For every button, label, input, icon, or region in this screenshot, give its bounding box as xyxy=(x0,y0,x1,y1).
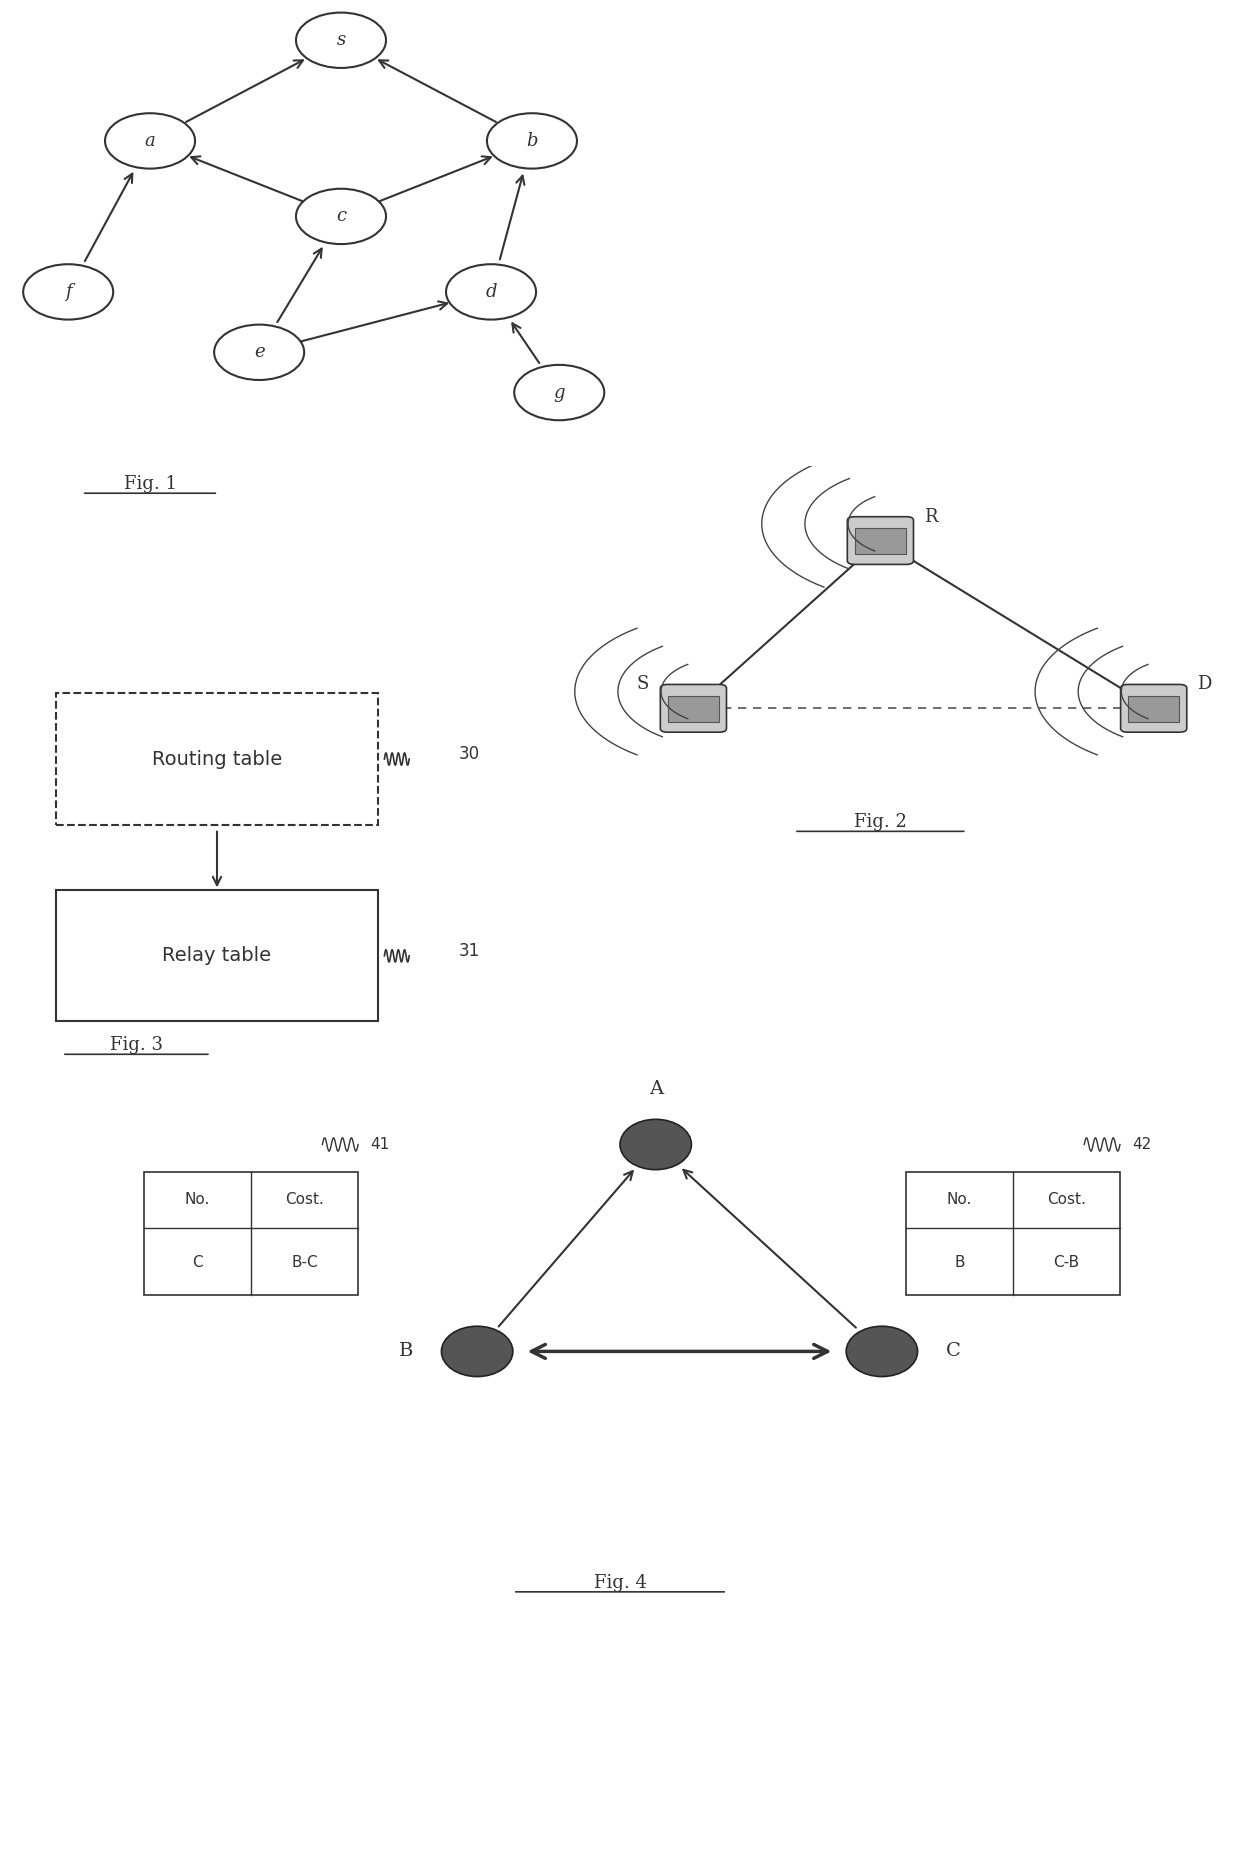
FancyBboxPatch shape xyxy=(905,1172,1120,1295)
Text: D: D xyxy=(1197,675,1211,693)
Text: Routing table: Routing table xyxy=(151,749,283,768)
Text: C-B: C-B xyxy=(1053,1254,1080,1269)
Text: s: s xyxy=(336,32,346,48)
Text: 30: 30 xyxy=(459,746,480,762)
FancyBboxPatch shape xyxy=(668,695,719,721)
Text: 42: 42 xyxy=(1132,1137,1151,1152)
Ellipse shape xyxy=(296,13,386,67)
Text: Fig. 3: Fig. 3 xyxy=(110,1036,162,1055)
Ellipse shape xyxy=(487,114,577,168)
Text: Relay table: Relay table xyxy=(162,947,272,966)
FancyBboxPatch shape xyxy=(1128,695,1179,721)
Text: R: R xyxy=(924,507,937,526)
FancyBboxPatch shape xyxy=(56,693,378,824)
Text: f: f xyxy=(64,283,72,300)
Text: No.: No. xyxy=(946,1191,972,1208)
Text: C: C xyxy=(946,1342,961,1361)
Ellipse shape xyxy=(215,324,304,380)
Text: B-C: B-C xyxy=(291,1254,317,1269)
Text: C: C xyxy=(192,1254,202,1269)
Ellipse shape xyxy=(441,1327,513,1376)
Text: No.: No. xyxy=(185,1191,210,1208)
Text: Fig. 4: Fig. 4 xyxy=(594,1573,646,1592)
Text: b: b xyxy=(526,132,538,149)
Text: Fig. 2: Fig. 2 xyxy=(854,813,906,831)
Text: A: A xyxy=(649,1079,662,1098)
FancyBboxPatch shape xyxy=(661,684,727,733)
Text: B: B xyxy=(954,1254,965,1269)
Text: c: c xyxy=(336,207,346,226)
Text: 41: 41 xyxy=(370,1137,389,1152)
Ellipse shape xyxy=(446,265,536,319)
Text: d: d xyxy=(485,283,497,300)
Ellipse shape xyxy=(105,114,195,168)
Text: 31: 31 xyxy=(459,941,480,960)
Text: S: S xyxy=(637,675,650,693)
FancyBboxPatch shape xyxy=(856,529,905,554)
Ellipse shape xyxy=(24,265,113,319)
FancyBboxPatch shape xyxy=(1121,684,1187,733)
Text: g: g xyxy=(553,384,565,401)
Ellipse shape xyxy=(515,365,604,419)
Text: e: e xyxy=(254,343,264,362)
Ellipse shape xyxy=(846,1327,918,1376)
FancyBboxPatch shape xyxy=(144,1172,358,1295)
Text: Cost.: Cost. xyxy=(1047,1191,1086,1208)
Text: Cost.: Cost. xyxy=(285,1191,324,1208)
Text: a: a xyxy=(145,132,155,149)
Text: B: B xyxy=(398,1342,413,1361)
FancyBboxPatch shape xyxy=(56,891,378,1021)
Ellipse shape xyxy=(296,188,386,244)
FancyBboxPatch shape xyxy=(847,516,914,565)
Text: Fig. 1: Fig. 1 xyxy=(124,475,176,494)
Ellipse shape xyxy=(620,1118,692,1171)
